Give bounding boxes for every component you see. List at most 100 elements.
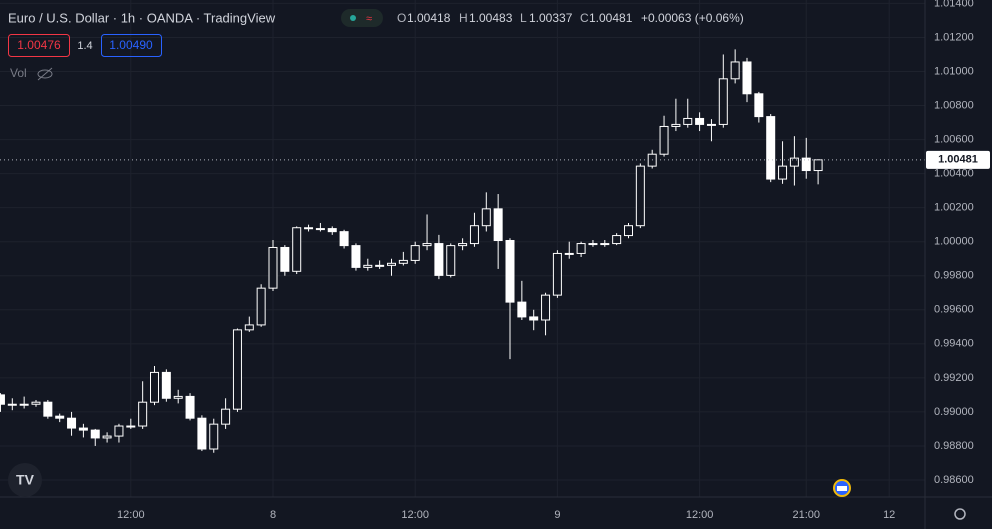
x-tick-label: 21:00 — [792, 509, 820, 521]
candle-body — [221, 408, 231, 425]
buy-button[interactable] — [101, 34, 162, 57]
candle-body — [434, 243, 444, 276]
candle-body — [268, 246, 278, 289]
candle-body — [588, 243, 598, 246]
candle-body — [600, 243, 610, 246]
candle-body — [766, 116, 776, 180]
candle-body — [375, 264, 385, 267]
spread: 1.4 — [77, 40, 92, 52]
candle-body — [43, 401, 53, 417]
candle-body — [138, 401, 148, 427]
y-tick-label: 0.99400 — [934, 338, 974, 350]
ask-price[interactable]: 1.00490 — [109, 38, 153, 52]
svg-text:TV: TV — [16, 472, 35, 488]
candle-body — [67, 417, 77, 429]
candle-body — [387, 262, 396, 266]
candle-body — [410, 245, 420, 261]
candle-body — [742, 61, 752, 95]
candle-body — [505, 240, 515, 303]
open-value: 1.00418 — [407, 11, 451, 25]
high-label: H — [459, 11, 468, 25]
candle-body — [635, 165, 645, 227]
change: +0.00063 (+0.06%) — [641, 11, 744, 25]
candle-body — [292, 227, 302, 272]
candle-body — [576, 243, 586, 254]
candle-body — [422, 243, 432, 247]
close-value: 1.00481 — [589, 11, 633, 25]
candle-body — [458, 243, 468, 247]
candle-body — [126, 425, 136, 428]
candle-body — [398, 259, 408, 264]
candle-body — [564, 252, 574, 255]
x-tick-label: 12 — [883, 509, 895, 521]
candle-body — [256, 287, 266, 326]
candle-body — [185, 395, 195, 419]
candle-body — [481, 208, 491, 227]
hide-icon[interactable] — [37, 67, 53, 81]
candle-body — [244, 324, 254, 331]
candle-body — [0, 394, 5, 405]
y-tick-label: 1.01200 — [934, 31, 974, 43]
y-tick-label: 1.00000 — [934, 236, 974, 248]
candle-body — [529, 316, 539, 321]
candle-body — [173, 395, 183, 399]
x-tick-label: 12:00 — [117, 509, 145, 521]
candle-body — [659, 125, 669, 155]
candle-body — [351, 245, 361, 268]
candle-body — [315, 228, 325, 231]
x-tick-label: 12:00 — [686, 509, 714, 521]
volume-label: Vol — [10, 66, 27, 80]
candle-body — [446, 245, 456, 276]
low-value: 1.00337 — [529, 11, 573, 25]
ohlc-legend: O 1.00418 H 1.00483 L 1.00337 C 1.00481 … — [397, 11, 744, 25]
candle-body — [280, 246, 290, 272]
candle-body — [31, 401, 41, 405]
y-tick-label: 0.99800 — [934, 270, 974, 282]
candle-body — [789, 157, 799, 167]
status-dot — [350, 15, 356, 21]
candles — [0, 49, 925, 453]
y-tick-label: 0.98800 — [934, 440, 974, 452]
y-tick-label: 1.01400 — [934, 0, 974, 9]
candle-body — [706, 123, 716, 126]
candle-body — [114, 425, 124, 437]
bid-price[interactable]: 1.00476 — [17, 38, 61, 52]
y-tick-label: 1.00200 — [934, 202, 974, 214]
candle-body — [517, 301, 527, 318]
candle-body — [469, 225, 479, 245]
high-value: 1.00483 — [469, 11, 513, 25]
low-label: L — [520, 11, 527, 25]
candle-body — [304, 227, 314, 230]
candle-body — [19, 403, 29, 406]
x-tick-label: 9 — [554, 509, 560, 521]
y-tick-label: 0.99200 — [934, 372, 974, 384]
y-tick-label: 0.99600 — [934, 304, 974, 316]
candle-body — [754, 93, 764, 118]
candle-body — [683, 117, 693, 125]
candle-body — [624, 225, 633, 237]
tradingview-logo: TV — [8, 463, 42, 497]
candle-body — [7, 403, 17, 406]
close-label: C — [580, 11, 589, 25]
candle-body — [671, 123, 681, 127]
last-price-tag — [926, 150, 990, 169]
candle-body — [78, 427, 88, 431]
candle-body — [718, 78, 728, 125]
status-pill — [341, 9, 383, 27]
x-tick-label: 8 — [270, 509, 276, 521]
y-tick-label: 1.00800 — [934, 99, 974, 111]
y-tick-label: 0.98600 — [934, 474, 974, 486]
sell-button[interactable] — [8, 34, 70, 57]
candle-body — [327, 228, 337, 233]
candle-body — [102, 435, 112, 439]
candle-body — [232, 329, 242, 410]
candle-body — [778, 165, 788, 180]
candle-body — [552, 252, 562, 296]
settings-icon[interactable] — [954, 508, 966, 520]
last-price-label: 1.00481 — [938, 154, 978, 166]
candle-body — [150, 371, 159, 403]
event-flag[interactable] — [833, 479, 851, 497]
symbol-title: Euro / U.S. Dollar · 1h · OANDA · Tradin… — [8, 10, 276, 25]
